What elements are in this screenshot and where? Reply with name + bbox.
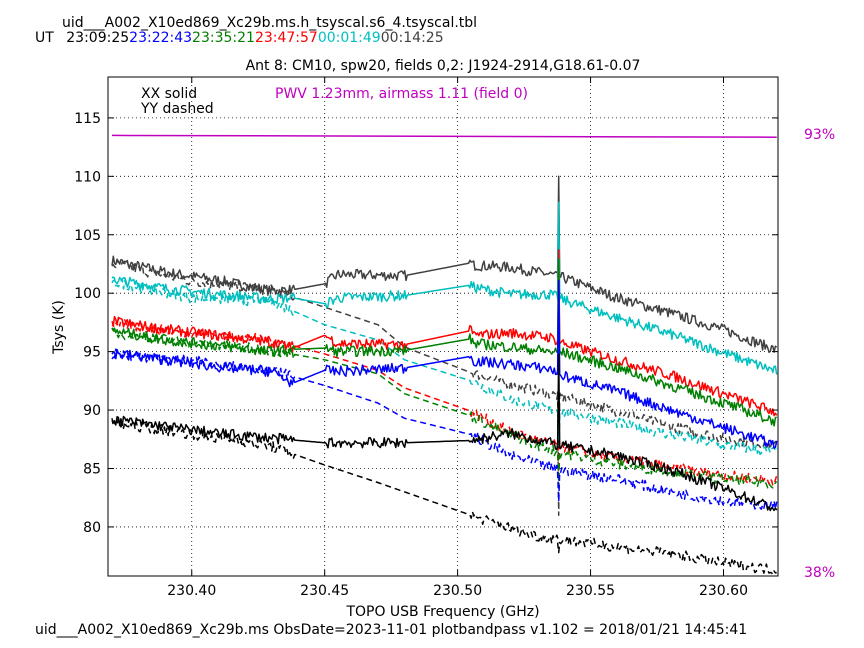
y-tick-label: 85 [83,461,101,477]
series-lines [112,176,777,574]
transmission-bottom-label: 38% [804,565,835,581]
transmission-top-label: 93% [804,127,835,143]
x-tick-label: 230.55 [566,583,615,599]
y-tick-label: 110 [74,169,101,185]
x-tick-label: 230.45 [300,583,349,599]
transmission-curve [112,135,777,137]
series-line-5 [112,320,777,486]
plot-frame [108,77,778,576]
x-tick-label: 230.40 [167,583,216,599]
y-tick-label: 90 [83,403,101,419]
x-tick-label: 230.50 [433,583,482,599]
grid-lines [108,77,778,576]
y-tick-label: 115 [74,111,101,127]
y-axis-label: Tsys (K) [51,300,67,355]
x-axis-label: TOPO USB Frequency (GHz) [345,604,539,620]
transmission-line [112,135,777,137]
series-line-0 [112,176,777,352]
y-tick-label: 100 [74,286,101,302]
pwv-annotation: PWV 1.23mm, airmass 1.11 (field 0) [275,86,528,102]
legend-xx-solid: XX solid [141,86,197,102]
y-tick-label: 95 [83,345,101,361]
chart-title: Ant 8: CM10, spw20, fields 0,2: J1924-29… [246,58,641,74]
plot-footer: uid___A002_X10ed869_Xc29b.ms ObsDate=202… [35,622,747,638]
legend-yy-dashed: YY dashed [140,101,214,117]
y-tick-label: 105 [74,228,101,244]
x-tick-label: 230.60 [699,583,748,599]
y-tick-label: 80 [83,520,101,536]
